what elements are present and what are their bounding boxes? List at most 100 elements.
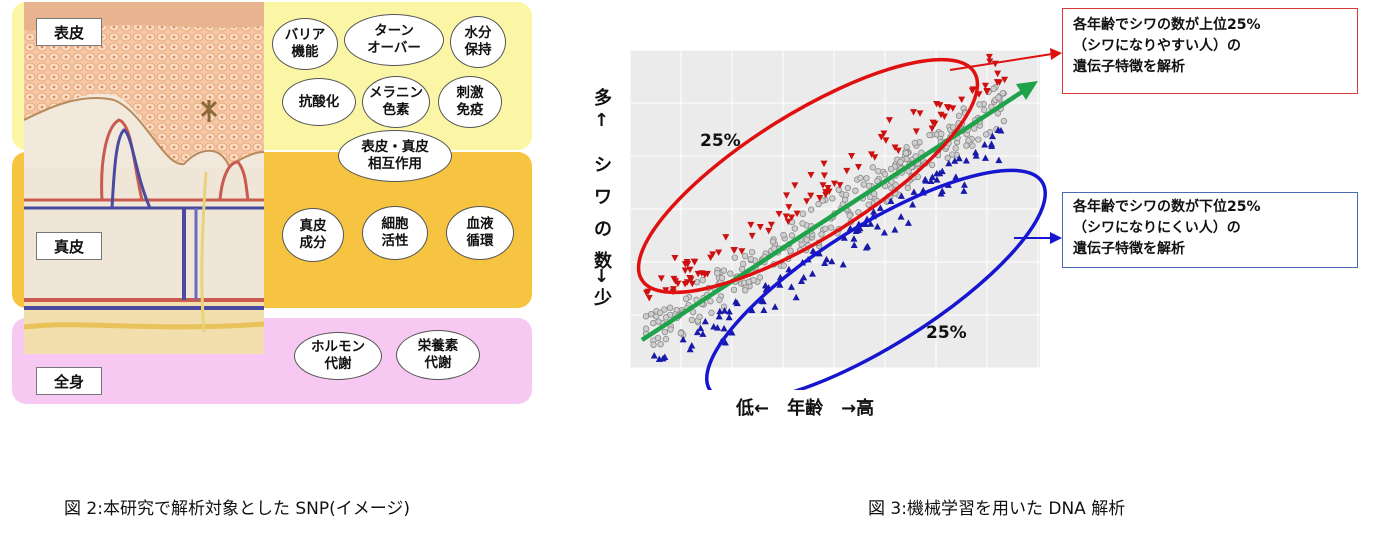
lower-25-point — [852, 227, 860, 235]
lower-25-point — [714, 324, 722, 331]
lower-25-point — [867, 220, 875, 227]
lower-25-point — [809, 247, 817, 254]
middle-point — [948, 151, 956, 158]
upper-25-point — [843, 167, 851, 175]
upper-25-point — [995, 79, 1003, 86]
upper-25-point — [830, 180, 838, 188]
lower-25-point — [962, 157, 970, 164]
middle-point — [897, 158, 904, 166]
lower-group-ellipse — [705, 168, 1047, 390]
upper-25-point — [910, 109, 918, 116]
upper-25-point — [871, 154, 879, 161]
upper-25-point — [671, 278, 679, 285]
middle-point — [747, 255, 755, 263]
middle-point — [741, 287, 749, 294]
middle-point — [650, 319, 657, 327]
lower-25-point — [933, 176, 941, 183]
middle-point — [815, 200, 822, 208]
lower-25-point — [891, 226, 899, 233]
upper-25-point — [933, 100, 941, 108]
middle-point — [995, 94, 1002, 101]
lower-25-point — [928, 173, 936, 181]
middle-point — [822, 225, 829, 233]
upper-25-point — [985, 53, 993, 61]
middle-point — [955, 112, 963, 120]
y-axis-label-top: 多↑ — [594, 88, 612, 131]
upper-25-point — [722, 234, 730, 241]
middle-point — [667, 326, 674, 333]
layer-label-epidermis: 表皮 — [36, 18, 102, 46]
lower-25-point — [771, 303, 779, 310]
lower-percent-label: 25% — [926, 323, 967, 343]
middle-point — [662, 314, 670, 321]
lower-25-point — [787, 283, 795, 290]
lower-25-point — [960, 187, 968, 194]
lower-25-point — [679, 335, 687, 343]
middle-point — [688, 316, 696, 324]
middle-point — [648, 311, 655, 318]
lower-25-point — [880, 228, 888, 236]
lower-25-point — [870, 208, 878, 215]
middle-point — [944, 154, 951, 162]
upper-25-point — [824, 185, 832, 192]
middle-point — [720, 267, 728, 274]
upper-25-point — [730, 246, 738, 254]
lower-25-point — [951, 157, 959, 164]
lower-25-point — [728, 328, 736, 336]
upper-25-point — [912, 128, 920, 135]
upper-25-point — [793, 210, 801, 218]
middle-point — [855, 208, 862, 216]
middle-point — [689, 308, 697, 316]
middle-point — [881, 171, 889, 178]
lower-25-point — [760, 306, 768, 314]
upper-25-point — [854, 164, 862, 171]
upper-25-point — [803, 198, 811, 205]
upper-25-point — [788, 214, 796, 221]
lower-25-point — [720, 324, 728, 332]
middle-point — [738, 265, 746, 273]
middle-point — [975, 136, 982, 143]
middle-point — [788, 232, 796, 239]
upper-25-point — [782, 213, 790, 221]
figure-3-caption: 図 3:機械学習を用いた DNA 解析 — [868, 499, 1126, 519]
upper-25-point — [807, 172, 815, 179]
middle-point — [657, 309, 664, 317]
upper-25-point — [937, 111, 945, 119]
x-axis-label: 低← 年齢 →高 — [736, 398, 875, 419]
middle-point — [699, 276, 706, 284]
middle-point — [727, 270, 734, 277]
lower-25-point — [823, 255, 831, 263]
upper-25-point — [694, 270, 702, 278]
lower-25-point — [921, 175, 929, 183]
middle-point — [835, 186, 842, 193]
y-axis-label-middle: シワの数 — [594, 155, 612, 272]
bubble-nutrient-metabolism: 栄養素 代謝 — [396, 330, 480, 380]
bubble-stimulus-immunity: 刺激 免疫 — [438, 76, 502, 128]
upper-25-point — [994, 70, 1002, 78]
lower-25-point — [997, 126, 1005, 134]
lower-25-point — [960, 181, 968, 188]
layer-label-whole-body: 全身 — [36, 367, 102, 395]
upper-25-point — [645, 294, 653, 302]
upper-percent-label: 25% — [700, 131, 741, 151]
upper-25-point — [784, 218, 792, 226]
lower-25-point — [715, 312, 723, 320]
upper-25-point — [683, 279, 691, 286]
upper-25-point — [767, 221, 775, 229]
middle-point — [852, 187, 859, 194]
upper-25-point — [981, 82, 989, 90]
upper-25-point — [765, 227, 773, 235]
trend-arrow — [640, 86, 1030, 342]
upper-group-ellipse — [636, 57, 980, 295]
upper-25-point — [783, 192, 791, 199]
middle-point — [865, 201, 872, 208]
middle-point — [730, 286, 738, 294]
middle-point — [846, 212, 853, 219]
upper-25-point — [816, 194, 824, 202]
middle-point — [780, 231, 787, 239]
lower-25-point — [897, 213, 905, 220]
bubble-blood-circulation: 血液 循環 — [446, 206, 514, 260]
middle-point — [791, 225, 799, 232]
upper-25-point — [819, 182, 827, 189]
middle-point — [655, 318, 662, 325]
